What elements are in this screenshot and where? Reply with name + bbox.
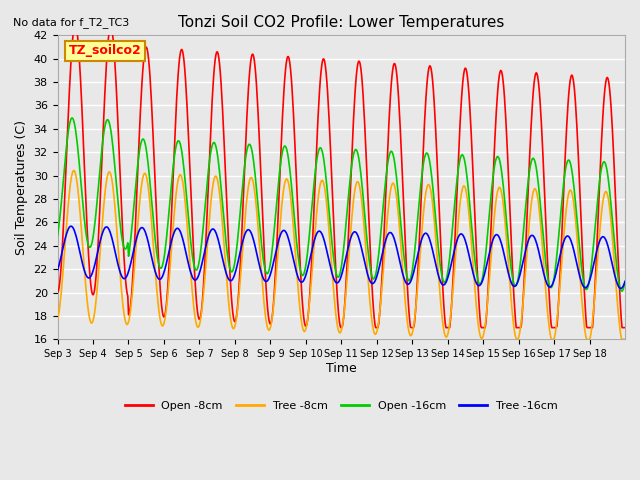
Title: Tonzi Soil CO2 Profile: Lower Temperatures: Tonzi Soil CO2 Profile: Lower Temperatur… [178, 15, 504, 30]
Legend: Open -8cm, Tree -8cm, Open -16cm, Tree -16cm: Open -8cm, Tree -8cm, Open -16cm, Tree -… [120, 396, 562, 416]
X-axis label: Time: Time [326, 362, 356, 375]
Text: TZ_soilco2: TZ_soilco2 [69, 45, 141, 58]
Y-axis label: Soil Temperatures (C): Soil Temperatures (C) [15, 120, 28, 255]
Text: No data for f_T2_TC3: No data for f_T2_TC3 [13, 17, 129, 28]
